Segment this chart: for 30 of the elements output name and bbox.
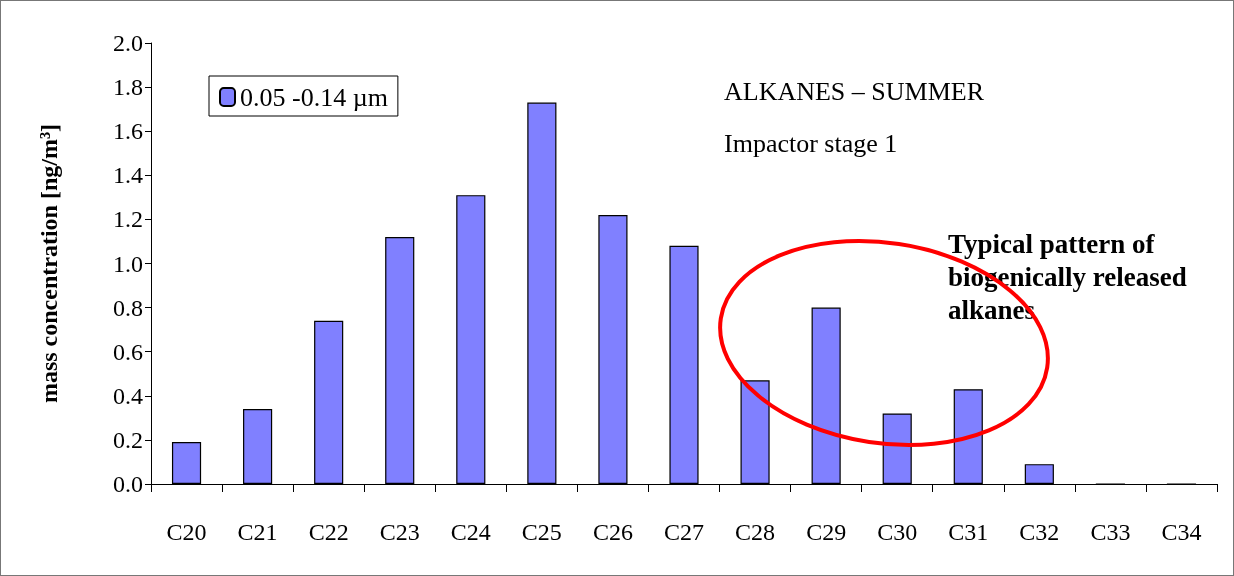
x-tick-label: C28 [735,519,776,545]
text: ALKANES – SUMMER [724,76,985,106]
y-tick-label: 0.2 [113,426,143,453]
x-tick-label: C20 [166,519,207,545]
y-tick-label: 0.6 [113,338,143,365]
x-tick-label: C33 [1090,519,1131,545]
y-tick-label: 1.2 [113,206,143,233]
y-tick-label: 0.8 [113,294,143,321]
x-tick-label: C22 [308,519,349,545]
y-tick-label: 1.0 [113,250,143,277]
y-tick-label: 0.0 [113,471,143,497]
x-tick-label: C26 [592,519,633,545]
x-tick-label: C23 [379,519,420,545]
y-tick-label: 1.4 [113,162,143,189]
legend-label: 0.05 -0.14 µm [240,82,388,112]
x-tick-label: C27 [663,519,705,545]
y-tick-label: 1.8 [113,74,143,101]
y-tick-label: 0.4 [113,382,143,409]
y-axis-title: mass concentration [ng/m³] [36,123,62,404]
x-tick-label: C25 [521,519,562,545]
x-tick-label: C30 [877,519,918,545]
y-tick-label: 1.6 [113,118,143,145]
x-tick-label: C32 [1019,519,1060,545]
x-tick-label: C21 [237,519,278,545]
text: Impactor stage 1 [724,128,898,158]
x-tick-label: C24 [450,519,491,545]
x-tick-label: C31 [948,519,989,545]
x-tick-label: C29 [806,519,847,545]
x-tick-label: C34 [1161,519,1202,545]
y-tick-label: 2.0 [113,30,143,56]
